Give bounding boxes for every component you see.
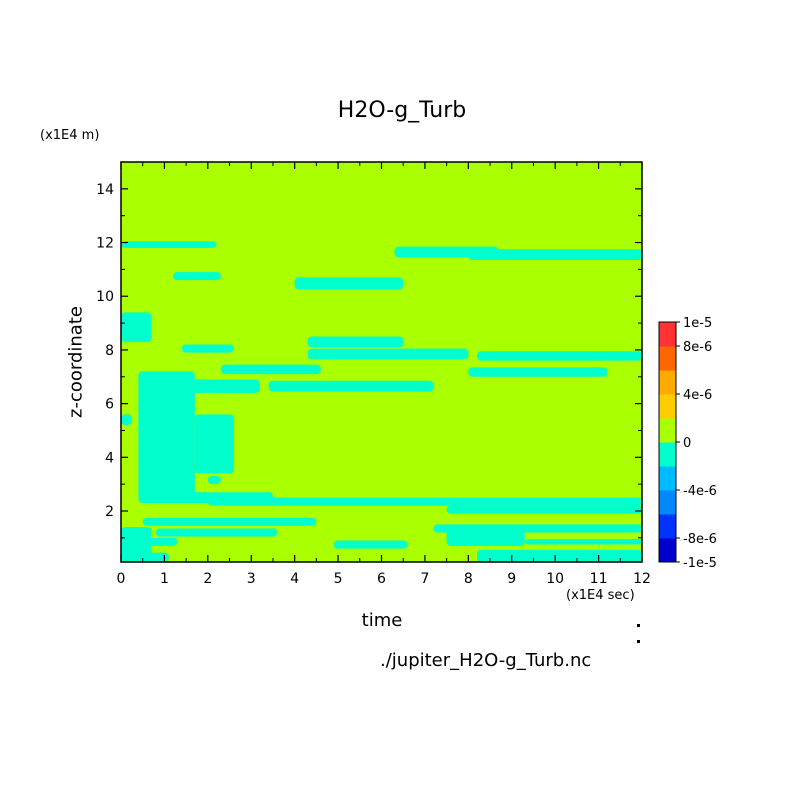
small-markers (637, 624, 640, 643)
x-tick-label: 6 (377, 571, 386, 587)
x-tick-label: 10 (546, 571, 564, 587)
y-tick-label: 2 (105, 504, 114, 520)
negative-region (207, 476, 221, 485)
x-tick-label: 4 (290, 571, 299, 587)
negative-region (220, 364, 321, 375)
colorbar-label: 0 (683, 436, 691, 451)
y-tick-label: 8 (105, 343, 114, 359)
colorbar-label: 8e-6 (683, 340, 712, 355)
colorbar-swatch (659, 322, 676, 347)
marker-dot (637, 624, 640, 627)
x-tick-label: 3 (247, 571, 256, 587)
negative-region (121, 527, 152, 562)
marker-dot (637, 640, 640, 643)
x-tick-label: 9 (507, 571, 516, 587)
colorbar-swatch (659, 466, 676, 491)
colorbar-label: -4e-6 (683, 484, 717, 499)
y-axis-unit: (x1E4 m) (40, 128, 100, 143)
colorbar-swatch (659, 394, 676, 419)
colorbar-label: 1e-5 (683, 316, 712, 331)
x-tick-label: 12 (633, 571, 651, 587)
colorbar-swatch (659, 514, 676, 539)
negative-region (173, 272, 221, 281)
negative-region (121, 241, 217, 248)
negative-region (138, 371, 195, 503)
negative-region (155, 528, 278, 537)
negative-region (333, 540, 408, 549)
source-filename: ./jupiter_H2O-g_Turb.nc (380, 650, 592, 671)
colorbar-swatch (659, 490, 676, 515)
colorbar: 1e-5 8e-6 4e-6 0 -4e-6 -8e-6 -1e-5 (658, 316, 717, 571)
negative-region (194, 414, 234, 474)
plot-area (120, 161, 643, 563)
y-tick-label: 6 (105, 397, 114, 413)
y-tick-label: 4 (105, 450, 114, 466)
colorbar-swatch (659, 538, 676, 563)
negative-region (446, 505, 642, 514)
x-axis-label: time (361, 610, 403, 631)
negative-region (121, 414, 132, 426)
negative-region (207, 497, 642, 506)
negative-region (307, 348, 469, 360)
x-axis-unit: (x1E4 sec) (566, 588, 635, 603)
colorbar-label: 4e-6 (683, 388, 712, 403)
negative-region (468, 249, 642, 260)
negative-bands (121, 241, 642, 562)
negative-region (468, 367, 608, 377)
colorbar-swatch (659, 442, 676, 467)
negative-region (121, 312, 152, 342)
x-tick-label: 8 (464, 571, 473, 587)
colorbar-swatch (659, 346, 676, 371)
colorbar-swatch (659, 370, 676, 395)
y-tick-label: 14 (96, 182, 114, 198)
negative-region (181, 344, 234, 353)
x-tick-label: 7 (420, 571, 429, 587)
y-tick-label: 10 (96, 289, 114, 305)
x-tick-label: 0 (117, 571, 126, 587)
colorbar-label: -1e-5 (683, 556, 717, 571)
negative-region (477, 351, 642, 361)
negative-region (394, 246, 499, 258)
negative-region (294, 277, 404, 290)
x-tick-label: 1 (160, 571, 169, 587)
negative-region (142, 517, 317, 526)
x-tick-label: 11 (590, 571, 608, 587)
negative-region (446, 529, 525, 546)
negative-region (477, 549, 642, 562)
x-tick-label: 2 (203, 571, 212, 587)
negative-region (186, 379, 260, 393)
y-tick-label: 12 (96, 236, 114, 252)
chart-title: H2O-g_Turb (337, 98, 467, 123)
x-tick-label: 5 (334, 571, 343, 587)
colorbar-label: -8e-6 (683, 532, 717, 547)
negative-region (307, 336, 404, 348)
negative-region (524, 539, 642, 545)
colorbar-swatch (659, 418, 676, 443)
negative-region (268, 380, 434, 392)
